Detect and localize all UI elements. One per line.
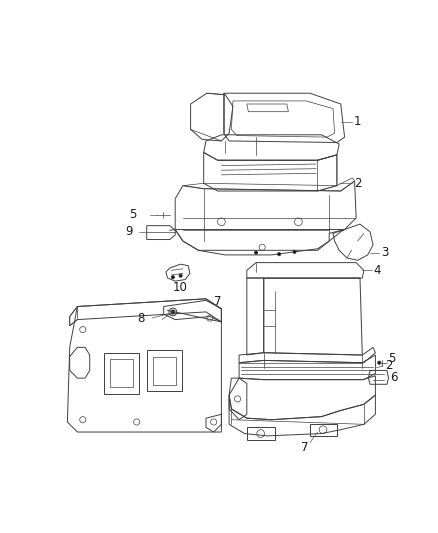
Text: 5: 5 bbox=[129, 208, 137, 221]
Text: 2: 2 bbox=[354, 177, 361, 190]
Text: 10: 10 bbox=[173, 281, 188, 294]
Circle shape bbox=[278, 253, 281, 256]
Circle shape bbox=[293, 251, 296, 253]
Text: 1: 1 bbox=[354, 115, 361, 128]
Text: 4: 4 bbox=[373, 264, 381, 277]
Circle shape bbox=[179, 274, 182, 277]
Text: 6: 6 bbox=[390, 371, 398, 384]
Circle shape bbox=[171, 276, 174, 279]
Circle shape bbox=[378, 361, 381, 364]
Text: 7: 7 bbox=[301, 441, 308, 454]
Text: 5: 5 bbox=[389, 352, 396, 365]
Text: 7: 7 bbox=[214, 295, 221, 308]
Text: 9: 9 bbox=[125, 225, 133, 238]
Text: 8: 8 bbox=[137, 312, 145, 325]
Circle shape bbox=[254, 251, 258, 254]
Text: 2: 2 bbox=[385, 359, 392, 372]
Circle shape bbox=[171, 310, 175, 314]
Text: 3: 3 bbox=[381, 246, 388, 259]
